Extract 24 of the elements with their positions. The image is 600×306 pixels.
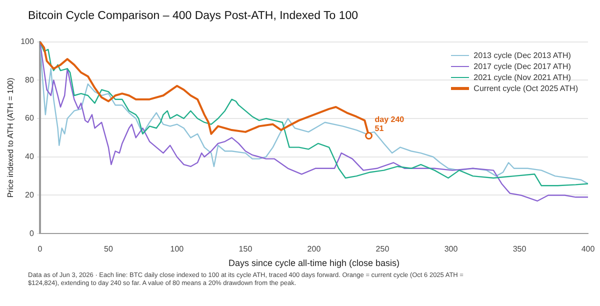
x-axis-title: Days since cycle all-time high (close basis)	[228, 258, 400, 268]
legend-label: 2021 cycle (Nov 2021 ATH)	[474, 72, 571, 83]
chart-title: Bitcoin Cycle Comparison – 400 Days Post-ATH, Indexed To 100	[28, 10, 358, 22]
x-tick-label: 150	[238, 244, 253, 254]
annotation: 51	[374, 124, 384, 133]
legend-label: Current cycle (Oct 2025 ATH)	[474, 83, 578, 94]
y-tick-label: 0	[29, 228, 34, 238]
x-tick-label: 100	[170, 244, 184, 254]
legend-label: 2017 cycle (Dec 2017 ATH)	[474, 61, 571, 72]
legend-label: 2013 cycle (Dec 2013 ATH)	[474, 50, 571, 61]
y-axis-title: Price indexed to ATH (ATH = 100)	[6, 77, 16, 198]
y-tick-label: 100	[20, 37, 34, 46]
x-tick-label: 200	[307, 244, 322, 254]
y-tick-label: 80	[25, 75, 34, 84]
x-tick-label: 250	[376, 244, 390, 254]
y-tick-label: 20	[25, 190, 34, 200]
x-tick-label: 400	[581, 244, 596, 254]
x-tick-label: 50	[104, 244, 114, 254]
x-tick-label: 0	[38, 244, 43, 254]
annotation: day 240	[374, 114, 405, 124]
y-tick-label: 60	[25, 114, 34, 123]
y-tick-label: 40	[25, 152, 34, 162]
x-tick-label: 300	[444, 244, 458, 254]
x-tick-label: 350	[512, 244, 527, 254]
